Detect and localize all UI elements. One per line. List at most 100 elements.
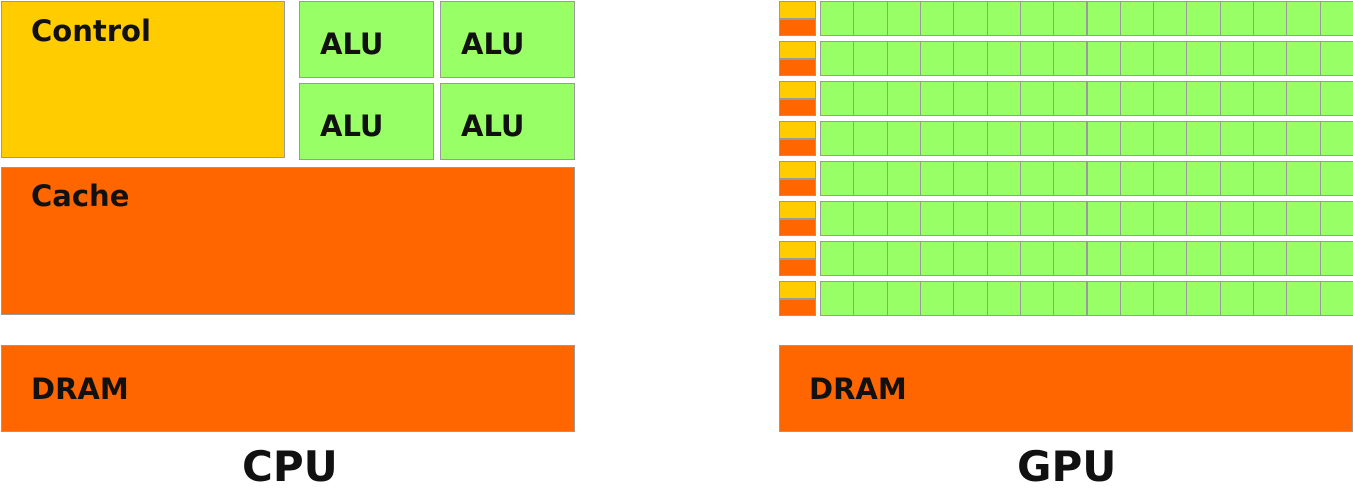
gpu-alu-cell — [853, 41, 888, 76]
gpu-alu-cell — [1086, 41, 1121, 76]
gpu-alu-cell — [820, 1, 855, 36]
gpu-alu-cell — [1253, 1, 1288, 36]
cpu-control-block: Control — [1, 1, 285, 158]
gpu-alu-cell — [1053, 201, 1088, 236]
gpu-alu-cell — [1019, 121, 1055, 156]
cpu-alu-block-1: ALU — [299, 1, 434, 78]
gpu-alu-cell — [919, 81, 955, 116]
gpu-alu-cell — [986, 161, 1021, 196]
gpu-alu-cell — [820, 161, 855, 196]
gpu-alu-cell — [820, 81, 855, 116]
gpu-alu-cell — [919, 1, 955, 36]
gpu-alu-cell — [1253, 41, 1288, 76]
gpu-control-unit — [779, 161, 816, 179]
gpu-alu-cell — [853, 161, 888, 196]
gpu-alu-cell — [886, 161, 921, 196]
gpu-alu-cell — [1186, 1, 1221, 36]
gpu-alu-cell — [1119, 281, 1155, 316]
gpu-alu-cell — [886, 201, 921, 236]
gpu-alu-cell — [1019, 241, 1055, 276]
gpu-alu-cell — [1153, 121, 1188, 156]
gpu-cache-unit — [779, 99, 816, 116]
gpu-control-unit — [779, 201, 816, 219]
cpu-alu-label: ALU — [461, 109, 525, 143]
gpu-alu-cell — [919, 241, 955, 276]
gpu-alu-cell — [820, 281, 855, 316]
gpu-alu-cell — [1286, 201, 1321, 236]
gpu-alu-cell — [1286, 121, 1321, 156]
gpu-alu-cell — [1253, 281, 1288, 316]
gpu-alu-cell — [1053, 281, 1088, 316]
gpu-alu-cell — [1186, 81, 1221, 116]
gpu-control-unit — [779, 281, 816, 299]
gpu-alu-cell — [1319, 41, 1353, 76]
gpu-alu-cell — [1153, 281, 1188, 316]
cpu-cache-label: Cache — [31, 179, 130, 213]
gpu-alu-cell — [1086, 201, 1121, 236]
gpu-alu-cell — [1086, 1, 1121, 36]
gpu-alu-cell — [1219, 121, 1255, 156]
gpu-alu-cell — [1119, 81, 1155, 116]
gpu-alu-cell — [1019, 201, 1055, 236]
gpu-alu-cell — [1086, 161, 1121, 196]
gpu-alu-cell — [886, 41, 921, 76]
gpu-alu-cell — [1019, 41, 1055, 76]
gpu-alu-cell — [1186, 241, 1221, 276]
gpu-alu-cell — [1253, 161, 1288, 196]
gpu-alu-cell — [986, 281, 1021, 316]
gpu-alu-cell — [1219, 81, 1255, 116]
gpu-cache-unit — [779, 219, 816, 236]
gpu-alu-cell — [820, 201, 855, 236]
gpu-alu-cell — [886, 241, 921, 276]
gpu-alu-cell — [853, 241, 888, 276]
gpu-alu-cell — [1086, 281, 1121, 316]
gpu-alu-cell — [1053, 161, 1088, 196]
gpu-alu-cell — [1153, 41, 1188, 76]
gpu-alu-cell — [1019, 161, 1055, 196]
gpu-dram-block: DRAM — [779, 345, 1353, 432]
gpu-alu-cell — [953, 201, 988, 236]
gpu-alu-cell — [1086, 81, 1121, 116]
cpu-alu-block-3: ALU — [299, 83, 434, 160]
gpu-alu-cell — [1153, 161, 1188, 196]
gpu-alu-cell — [953, 281, 988, 316]
gpu-core-grid — [779, 1, 1353, 316]
gpu-control-unit — [779, 81, 816, 99]
gpu-alu-cell — [820, 121, 855, 156]
gpu-alu-cell — [953, 241, 988, 276]
cpu-dram-block: DRAM — [1, 345, 575, 432]
gpu-alu-cell — [1286, 41, 1321, 76]
gpu-title: GPU — [1017, 442, 1117, 491]
gpu-alu-cell — [919, 41, 955, 76]
gpu-alu-cell — [1286, 281, 1321, 316]
gpu-alu-cell — [919, 281, 955, 316]
gpu-cache-unit — [779, 259, 816, 276]
gpu-alu-cell — [1319, 1, 1353, 36]
gpu-alu-cell — [1319, 81, 1353, 116]
gpu-alu-cell — [1153, 201, 1188, 236]
gpu-alu-cell — [986, 121, 1021, 156]
gpu-alu-cell — [1286, 241, 1321, 276]
gpu-alu-cell — [986, 1, 1021, 36]
gpu-alu-cell — [1053, 1, 1088, 36]
gpu-alu-cell — [1319, 121, 1353, 156]
cpu-alu-label: ALU — [320, 109, 384, 143]
gpu-alu-cell — [1319, 201, 1353, 236]
gpu-alu-cell — [1119, 201, 1155, 236]
cpu-dram-label: DRAM — [31, 372, 129, 406]
cpu-alu-label: ALU — [461, 27, 525, 61]
cpu-alu-label: ALU — [320, 27, 384, 61]
gpu-alu-cell — [1186, 41, 1221, 76]
gpu-alu-cell — [1186, 121, 1221, 156]
gpu-alu-cell — [886, 281, 921, 316]
gpu-alu-cell — [1053, 41, 1088, 76]
gpu-alu-cell — [953, 161, 988, 196]
gpu-alu-cell — [1253, 81, 1288, 116]
gpu-alu-cell — [1053, 121, 1088, 156]
gpu-alu-cell — [1086, 241, 1121, 276]
gpu-alu-cell — [1019, 1, 1055, 36]
gpu-alu-cell — [986, 201, 1021, 236]
gpu-alu-cell — [853, 201, 888, 236]
gpu-alu-cell — [1319, 161, 1353, 196]
gpu-alu-cell — [1253, 121, 1288, 156]
